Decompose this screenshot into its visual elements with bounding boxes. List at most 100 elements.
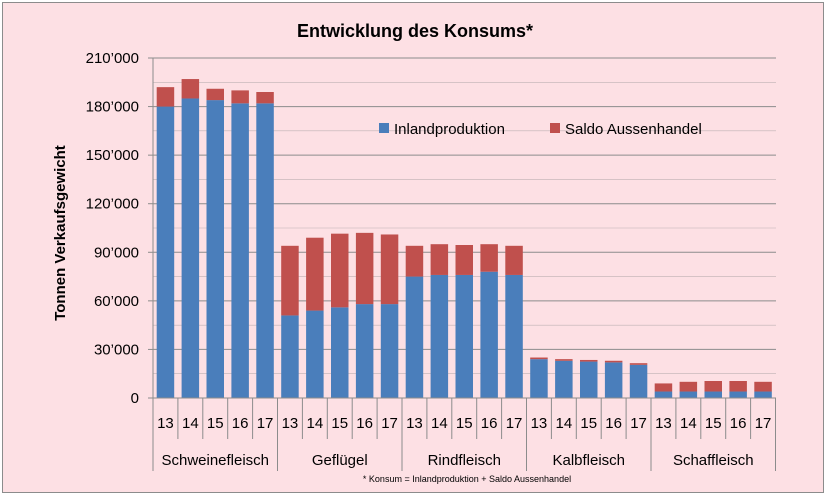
bar-saldo-aussenhandel [405, 245, 424, 277]
x-tick-label-year: 14 [307, 415, 324, 432]
bar-saldo-aussenhandel [729, 381, 747, 392]
bar-saldo-aussenhandel [331, 233, 349, 308]
y-tick-label: 210’000 [86, 50, 139, 67]
bar-saldo-aussenhandel [380, 234, 399, 305]
bar-inlandproduktion [181, 98, 200, 398]
legend-label-saldo: Saldo Aussenhandel [565, 121, 702, 138]
bar-inlandproduktion [405, 276, 424, 398]
bar-inlandproduktion [580, 361, 598, 398]
x-tick-label-year: 17 [257, 415, 274, 432]
bar-inlandproduktion [281, 315, 299, 398]
axis-layer: 0 30’000 60’000 90’000 120’000 150’000 180’000… [86, 50, 776, 471]
legend: Inlandproduktion Saldo Aussenhandel [379, 121, 702, 138]
bar-saldo-aussenhandel [206, 88, 224, 101]
bar-inlandproduktion [480, 271, 498, 398]
bar-saldo-aussenhandel [281, 245, 299, 316]
bar-inlandproduktion [355, 304, 374, 398]
x-tick-label-year: 17 [506, 415, 523, 432]
y-tick-label: 180’000 [86, 99, 139, 116]
bar-inlandproduktion [555, 360, 573, 398]
bar-saldo-aussenhandel [181, 79, 200, 99]
bar-saldo-aussenhandel [355, 232, 374, 305]
y-tick-label: 150’000 [86, 147, 139, 164]
legend-swatch-saldo [550, 123, 560, 133]
bar-inlandproduktion [455, 274, 473, 398]
bar-inlandproduktion [256, 103, 274, 398]
x-group-label: Geflügel [312, 452, 368, 469]
bar-inlandproduktion [430, 274, 449, 398]
bar-inlandproduktion [380, 304, 399, 398]
x-tick-label-year: 15 [456, 415, 473, 432]
bar-inlandproduktion [604, 362, 623, 398]
bar-saldo-aussenhandel [156, 87, 175, 107]
bar-inlandproduktion [331, 307, 349, 398]
x-group-label: Kalbfleisch [552, 452, 625, 469]
y-tick-label: 90’000 [94, 244, 139, 261]
bar-saldo-aussenhandel [555, 359, 573, 361]
x-tick-label-year: 13 [406, 415, 423, 432]
x-tick-label-year: 17 [755, 415, 772, 432]
bar-saldo-aussenhandel [256, 92, 274, 104]
x-group-label: Schaffleisch [673, 452, 754, 469]
bar-inlandproduktion [206, 100, 224, 398]
bar-inlandproduktion [505, 274, 523, 398]
x-group-label: Schweinefleisch [161, 452, 269, 469]
bar-saldo-aussenhandel [430, 244, 449, 275]
x-tick-label-year: 14 [556, 415, 573, 432]
bar-saldo-aussenhandel [604, 360, 623, 363]
bar-saldo-aussenhandel [654, 383, 673, 392]
y-axis-label: Tonnen Verkaufsgewicht [52, 145, 69, 321]
x-group-label: Rindfleisch [428, 452, 501, 469]
bar-inlandproduktion [156, 106, 175, 399]
chart-title: Entwicklung des Konsums* [297, 21, 533, 41]
x-tick-label-year: 13 [282, 415, 299, 432]
y-tick-label: 60’000 [94, 293, 139, 310]
bar-inlandproduktion [629, 364, 648, 398]
x-tick-label-year: 15 [331, 415, 348, 432]
bar-inlandproduktion [679, 391, 698, 398]
bar-saldo-aussenhandel [505, 245, 523, 275]
bar-saldo-aussenhandel [679, 381, 698, 392]
x-tick-label-year: 14 [431, 415, 448, 432]
x-tick-label-year: 13 [531, 415, 548, 432]
bar-saldo-aussenhandel [455, 245, 473, 275]
y-tick-label: 120’000 [86, 196, 139, 213]
bar-inlandproduktion [754, 391, 772, 398]
x-tick-label-year: 17 [630, 415, 647, 432]
bar-inlandproduktion [231, 103, 249, 398]
legend-label-inland: Inlandproduktion [394, 121, 505, 138]
bar-inlandproduktion [530, 359, 548, 398]
bar-inlandproduktion [306, 310, 324, 398]
x-tick-label-year: 14 [182, 415, 199, 432]
bar-saldo-aussenhandel [306, 237, 324, 311]
x-tick-label-year: 14 [680, 415, 697, 432]
x-tick-label-year: 17 [381, 415, 398, 432]
bar-saldo-aussenhandel [629, 363, 648, 365]
x-tick-label-year: 16 [605, 415, 622, 432]
bar-inlandproduktion [654, 391, 673, 398]
footnote: * Konsum = Inlandproduktion + Saldo Auss… [363, 474, 571, 484]
x-tick-label-year: 16 [232, 415, 249, 432]
bar-saldo-aussenhandel [231, 90, 249, 104]
y-tick-label: 30’000 [94, 341, 139, 358]
legend-swatch-inland [379, 123, 389, 133]
bar-inlandproduktion [704, 391, 722, 398]
chart-svg: Entwicklung des Konsums* 0 30’000 60’000 90… [52, 21, 776, 484]
bar-saldo-aussenhandel [580, 359, 598, 362]
x-tick-label-year: 15 [705, 415, 722, 432]
bars-layer [156, 79, 772, 399]
x-tick-label-year: 15 [207, 415, 224, 432]
x-tick-label-year: 16 [730, 415, 747, 432]
bar-saldo-aussenhandel [754, 381, 772, 392]
x-tick-label-year: 16 [481, 415, 498, 432]
y-tick-label: 0 [131, 390, 139, 407]
bar-saldo-aussenhandel [480, 244, 498, 272]
x-tick-label-year: 15 [580, 415, 597, 432]
x-tick-label-year: 13 [157, 415, 174, 432]
bar-saldo-aussenhandel [704, 381, 722, 392]
x-tick-label-year: 16 [356, 415, 373, 432]
bar-inlandproduktion [729, 391, 747, 398]
bar-saldo-aussenhandel [530, 357, 548, 360]
x-tick-label-year: 13 [655, 415, 672, 432]
